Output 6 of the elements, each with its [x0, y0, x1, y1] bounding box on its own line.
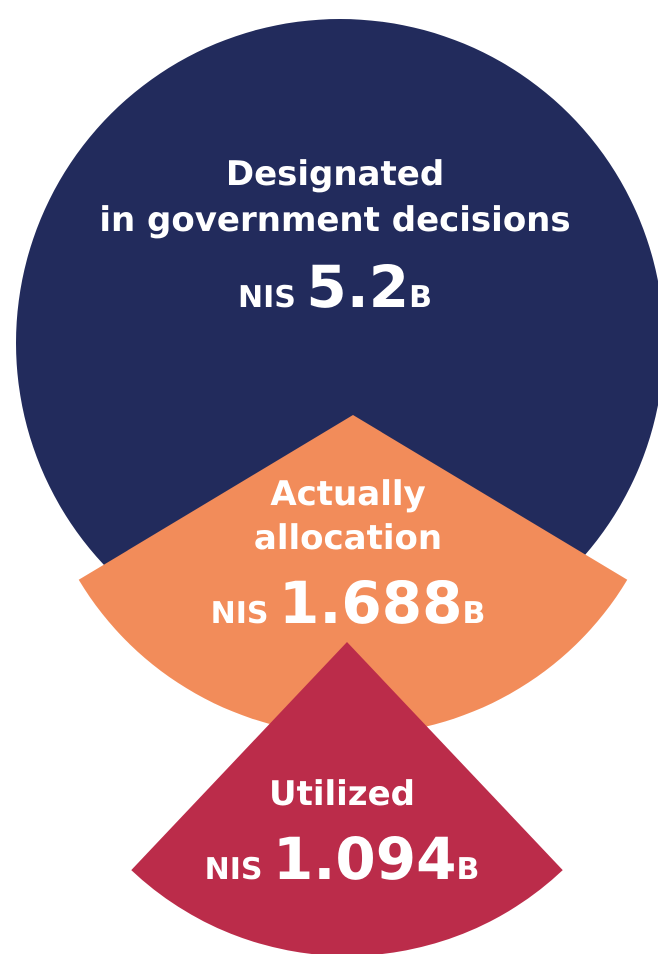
data-label: NIS 1.094B	[204, 825, 480, 893]
category-label: Actually allocation	[254, 474, 442, 558]
category-label: Utilized	[268, 774, 416, 814]
category-label: Designated in government decisions	[99, 154, 571, 240]
data-label: NIS 1.688B	[210, 569, 486, 637]
data-label: NIS 5.2B	[238, 253, 432, 321]
